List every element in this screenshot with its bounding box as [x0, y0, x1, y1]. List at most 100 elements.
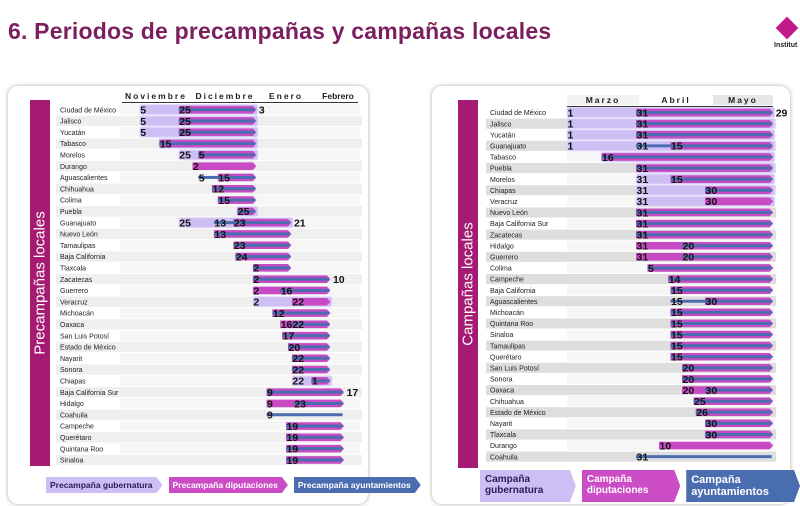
state-name: Estado de México — [490, 410, 546, 417]
date-label: 25 — [179, 150, 191, 162]
bar-ayuntamientos — [636, 111, 772, 115]
row-stripe — [486, 163, 776, 174]
date-label: 23 — [234, 240, 246, 252]
state-name: Puebla — [60, 209, 82, 216]
date-label: 15 — [671, 318, 683, 330]
row-stripe — [486, 362, 776, 373]
state-name: Jalisco — [490, 121, 512, 128]
bar-ayuntamientos — [272, 311, 329, 315]
state-name: Chihuahua — [60, 186, 94, 193]
end-date-label: 3 — [259, 104, 265, 116]
date-label: 31 — [637, 196, 649, 208]
date-label: 15 — [218, 195, 230, 207]
state-name: Morelos — [490, 177, 515, 184]
row-stripe — [486, 451, 776, 462]
row-stripe — [486, 318, 776, 329]
row-background — [120, 330, 360, 341]
bar-ayuntamientos — [636, 210, 772, 214]
bar-ayuntamientos — [693, 399, 772, 403]
date-label: 1 — [568, 118, 574, 130]
bar-ayuntamientos — [291, 322, 329, 326]
date-label: 31 — [637, 185, 649, 197]
state-name: Michoacán — [490, 310, 524, 317]
state-name: Chihuahua — [490, 399, 524, 406]
state-name: Yucatán — [60, 130, 85, 137]
row-stripe — [486, 185, 776, 196]
state-name: Baja California — [60, 254, 106, 261]
bar-ayuntamientos — [286, 447, 343, 451]
state-name: Sonora — [60, 367, 83, 374]
bar-ayuntamientos — [286, 458, 343, 462]
bar-ayuntamientos — [286, 435, 343, 439]
date-label: 30 — [706, 429, 718, 441]
bar-ayuntamientos — [670, 333, 772, 337]
state-name: Sinaloa — [60, 458, 83, 465]
bar-ayuntamientos — [670, 177, 772, 181]
month-header: Diciembre — [195, 91, 255, 101]
bar-ayuntamientos — [252, 266, 290, 270]
date-label: 15 — [671, 340, 683, 352]
state-name: Coahuila — [490, 454, 518, 461]
month-header: Enero — [268, 91, 304, 101]
state-name: Guanajuato — [490, 143, 526, 150]
date-label: 10 — [660, 440, 672, 452]
legend-gubernatura: Precampaña gubernatura — [46, 477, 163, 493]
precampanas-band: Precampañas locales — [30, 100, 50, 466]
row-background — [120, 443, 360, 454]
bar-ayuntamientos — [237, 209, 255, 213]
state-name: San Luis Potosí — [60, 333, 109, 340]
state-name: Veracruz — [60, 299, 88, 306]
bar-ayuntamientos — [636, 222, 772, 226]
date-label: 25 — [238, 206, 250, 218]
date-label: 2 — [253, 285, 259, 297]
date-label: 31 — [637, 118, 649, 130]
date-label: 22 — [292, 353, 304, 365]
row-stripe — [56, 409, 362, 420]
row-stripe — [56, 206, 362, 217]
state-name: Nayarit — [490, 421, 512, 428]
state-name: Baja California Sur — [60, 390, 119, 397]
date-label: 5 — [140, 116, 146, 128]
bar-diputaciones — [659, 441, 774, 450]
date-label: 2 — [193, 161, 199, 173]
state-name: Nuevo León — [490, 210, 528, 217]
bar-ayuntamientos — [178, 130, 255, 134]
state-name: Tabasco — [60, 141, 86, 148]
bar-ayuntamientos — [682, 377, 772, 381]
state-name: Baja California — [490, 288, 536, 295]
date-label: 31 — [637, 451, 649, 463]
date-label: 31 — [637, 130, 649, 142]
state-name: Colima — [60, 198, 82, 205]
date-label: 30 — [706, 185, 718, 197]
end-date-label: 21 — [294, 217, 306, 229]
row-stripe — [56, 387, 362, 398]
state-name: Yucatán — [490, 132, 515, 139]
bar-ayuntamientos — [670, 299, 772, 303]
date-label: 15 — [671, 329, 683, 341]
bar-ayuntamientos — [198, 175, 255, 179]
bar-ayuntamientos — [705, 432, 772, 436]
date-label: 25 — [179, 104, 191, 116]
row-stripe — [56, 296, 362, 307]
bar-ayuntamientos — [291, 356, 329, 360]
date-label: 15 — [160, 138, 172, 150]
date-label: 19 — [287, 432, 299, 444]
state-name: Querétaro — [490, 354, 522, 361]
date-label: 30 — [706, 418, 718, 430]
row-background — [120, 375, 360, 386]
month-header: Mayo — [713, 95, 773, 105]
bar-ayuntamientos — [217, 198, 255, 202]
bar-ayuntamientos — [670, 310, 772, 314]
bar-ayuntamientos — [636, 122, 772, 126]
state-name: Zacatecas — [490, 232, 523, 239]
date-label: 22 — [292, 364, 304, 376]
date-label: 19 — [287, 455, 299, 467]
state-name: Michoacán — [60, 311, 94, 318]
bar-ayuntamientos — [682, 244, 772, 248]
state-name: Hidalgo — [60, 401, 84, 408]
state-name: Coahuila — [60, 412, 88, 419]
state-name: Zacatecas — [60, 277, 93, 284]
row-stripe — [486, 429, 776, 440]
date-label: 31 — [637, 107, 649, 119]
